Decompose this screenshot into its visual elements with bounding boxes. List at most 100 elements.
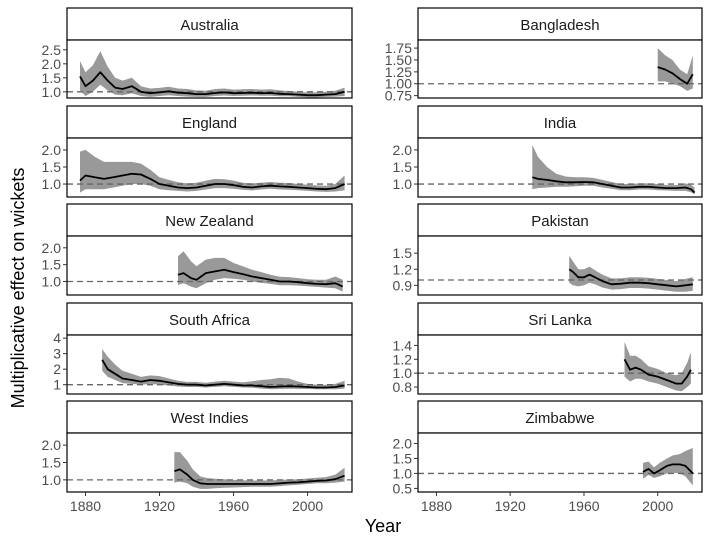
- y-tick-label-australia: 2.0: [42, 56, 62, 72]
- y-tick-label-bangladesh: 1.50: [385, 52, 412, 68]
- y-tick-label-india: 2.0: [393, 142, 413, 158]
- strip-label-pakistan: Pakistan: [531, 213, 589, 230]
- y-tick-label-australia: 2.5: [42, 42, 62, 58]
- panel-zimbabwe: Zimbabwe 0.51.01.52.0 1880 1920 1960 2000: [393, 400, 703, 514]
- panel-england: England 1.01.52.0: [42, 105, 353, 198]
- strip-zimbabwe: [417, 400, 703, 434]
- y-tick-label-sri-lanka: 1.4: [393, 337, 413, 353]
- strip-west-indies: [66, 400, 353, 434]
- panel-border-south-africa: [66, 334, 353, 395]
- y-tick-label-south-africa: 2: [53, 361, 61, 377]
- plot-area-bangladesh: [418, 40, 702, 98]
- y-tick-label-zimbabwe: 1.5: [393, 450, 413, 466]
- y-tick-label-australia: 1.5: [42, 70, 62, 86]
- y-tick-label-bangladesh: 0.75: [385, 88, 412, 104]
- y-tick-label-new-zealand: 1.0: [42, 274, 62, 290]
- effect-line-sri-lanka: [623, 358, 692, 385]
- strip-label-bangladesh: Bangladesh: [520, 17, 599, 34]
- y-tick-label-sri-lanka: 1.2: [393, 351, 413, 367]
- effect-line-england: [79, 172, 345, 191]
- panel-border-sri-lanka: [417, 334, 703, 395]
- strip-label-india: India: [544, 115, 577, 132]
- x-tick-label-west-indies: 1880: [70, 498, 101, 514]
- strip-bangladesh: [417, 7, 703, 41]
- y-tick-label-england: 2.0: [42, 142, 62, 158]
- panel-border-new-zealand: [66, 235, 353, 296]
- y-tick-label-england: 1.0: [42, 176, 62, 192]
- panel-pakistan: Pakistan 0.91.21.5: [393, 203, 703, 296]
- y-tick-label-south-africa: 3: [53, 346, 61, 362]
- y-tick-label-bangladesh: 1.25: [385, 64, 412, 80]
- strip-label-australia: Australia: [180, 17, 239, 34]
- x-tick-label-zimbabwe: 1880: [421, 498, 452, 514]
- y-tick-label-new-zealand: 2.0: [42, 240, 62, 256]
- panel-border-pakistan: [417, 235, 703, 296]
- y-tick-label-india: 1.5: [393, 159, 413, 175]
- strip-label-zimbabwe: Zimbabwe: [525, 410, 594, 427]
- y-tick-label-zimbabwe: 1.0: [393, 465, 413, 481]
- panel-border-england: [66, 137, 353, 198]
- strip-label-sri-lanka: Sri Lanka: [528, 312, 592, 329]
- strip-label-new-zealand: New Zealand: [165, 213, 253, 230]
- ci-ribbon-england: [80, 149, 345, 193]
- ci-ribbon-south-africa: [102, 349, 345, 390]
- ci-ribbon-pakistan: [569, 255, 693, 292]
- x-tick-label-west-indies: 2000: [292, 498, 323, 514]
- x-tick-label-zimbabwe: 1920: [495, 498, 526, 514]
- y-tick-label-south-africa: 1: [53, 377, 61, 393]
- strip-england: [66, 105, 353, 139]
- x-tick-label-west-indies: 1920: [144, 498, 175, 514]
- y-tick-label-bangladesh: 1.00: [385, 76, 412, 92]
- y-tick-label-bangladesh: 1.75: [385, 40, 412, 56]
- y-tick-label-west-indies: 1.0: [42, 472, 62, 488]
- panel-border-bangladesh: [417, 39, 703, 99]
- y-tick-label-australia: 1.0: [42, 84, 62, 100]
- y-tick-label-sri-lanka: 0.8: [393, 379, 413, 395]
- ci-ribbon-australia: [80, 51, 345, 98]
- panel-sri-lanka: Sri Lanka 0.81.01.21.4: [393, 302, 703, 395]
- plot-area-zimbabwe: [418, 433, 702, 492]
- y-tick-label-west-indies: 1.5: [42, 455, 62, 471]
- panel-australia: Australia 1.01.52.02.5: [42, 7, 353, 100]
- panel-new-zealand: New Zealand 1.01.52.0: [42, 203, 353, 296]
- effect-line-west-indies: [174, 468, 345, 485]
- effect-line-south-africa: [101, 359, 345, 389]
- y-tick-label-india: 1.0: [393, 176, 413, 192]
- strip-label-west-indies: West Indies: [170, 410, 248, 427]
- panel-bangladesh: Bangladesh 0.751.001.251.501.75: [385, 7, 703, 104]
- strip-label-south-africa: South Africa: [169, 312, 251, 329]
- ci-ribbon-zimbabwe: [643, 448, 693, 486]
- y-tick-label-sri-lanka: 1.0: [393, 365, 413, 381]
- strip-label-england: England: [182, 115, 237, 132]
- y-tick-label-zimbabwe: 0.5: [393, 480, 413, 496]
- panel-border-zimbabwe: [417, 432, 703, 493]
- strip-pakistan: [417, 203, 703, 237]
- y-tick-label-west-indies: 2.0: [42, 437, 62, 453]
- effect-line-pakistan: [568, 268, 693, 288]
- panel-west-indies: West Indies 1.01.5 2.0 1880 1920 1960 2000: [42, 400, 353, 514]
- y-tick-label-new-zealand: 1.5: [42, 257, 62, 273]
- y-tick-label-pakistan: 1.5: [393, 245, 413, 261]
- x-tick-label-west-indies: 1960: [218, 498, 249, 514]
- y-tick-label-zimbabwe: 2.0: [393, 435, 413, 451]
- strip-south-africa: [66, 302, 353, 336]
- x-tick-label-zimbabwe: 2000: [642, 498, 673, 514]
- y-tick-label-england: 1.5: [42, 159, 62, 175]
- strip-sri-lanka: [417, 302, 703, 336]
- y-axis-label: Multiplicative effect on wickets: [8, 168, 28, 409]
- ci-ribbon-sri-lanka: [624, 341, 691, 392]
- effect-line-australia: [79, 71, 345, 97]
- strip-india: [417, 105, 703, 139]
- effect-line-bangladesh: [657, 66, 694, 85]
- x-tick-label-zimbabwe: 1960: [568, 498, 599, 514]
- ci-ribbon-bangladesh: [657, 48, 693, 91]
- y-tick-label-pakistan: 1.2: [393, 261, 413, 277]
- y-tick-label-south-africa: 4: [53, 330, 61, 346]
- panel-border-australia: [66, 39, 353, 99]
- plot-area-sri-lanka: [418, 335, 702, 394]
- y-tick-label-pakistan: 0.9: [393, 277, 413, 293]
- panel-india: India 1.01.52.0: [393, 105, 703, 198]
- effect-line-new-zealand: [177, 268, 344, 288]
- effect-line-zimbabwe: [642, 463, 694, 475]
